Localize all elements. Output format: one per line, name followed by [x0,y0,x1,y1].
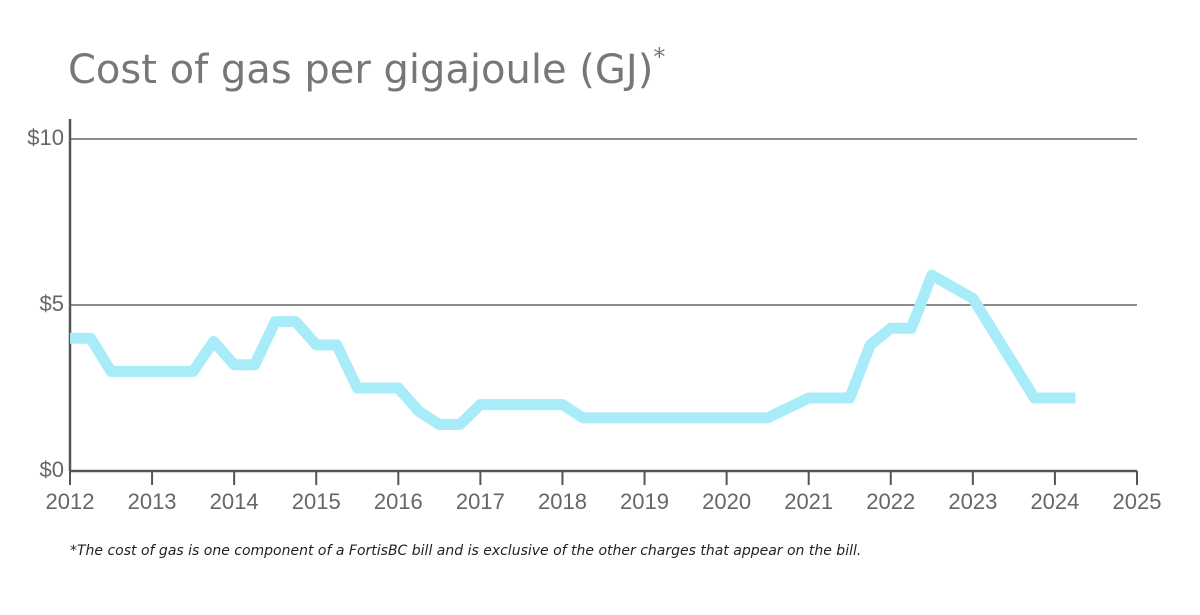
x-tick-label: 2014 [210,489,259,514]
chart-title: Cost of gas per gigajoule (GJ)* [68,43,665,93]
title-text: Cost of gas per gigajoule (GJ) [68,47,653,93]
x-tick-label: 2025 [1113,489,1162,514]
x-tick-label: 2016 [374,489,423,514]
x-tick-label: 2021 [784,489,833,514]
x-tick-label: 2023 [948,489,997,514]
x-tick-label: 2019 [620,489,669,514]
x-tick-label: 2018 [538,489,587,514]
title-superscript: * [653,43,665,71]
x-tick-label: 2020 [702,489,751,514]
x-tick-label: 2015 [292,489,341,514]
y-tick-label: $10 [27,125,64,150]
y-tick-label: $0 [40,457,64,482]
x-tick-label: 2024 [1030,489,1079,514]
y-tick-label: $5 [40,291,64,316]
x-tick-label: 2022 [866,489,915,514]
data-line [70,269,1076,431]
x-tick-label: 2017 [456,489,505,514]
x-tick-label: 2012 [46,489,95,514]
footnote: *The cost of gas is one component of a F… [70,543,861,559]
x-tick-label: 2013 [128,489,177,514]
